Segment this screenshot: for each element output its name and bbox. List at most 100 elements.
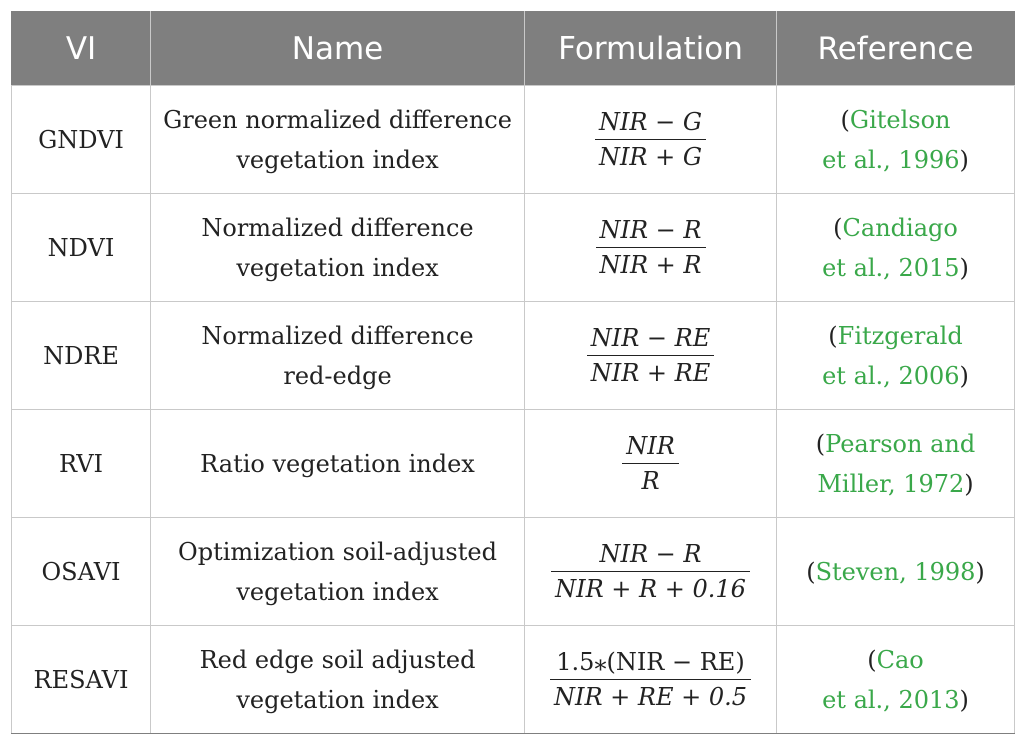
- name-line: vegetation index: [236, 685, 439, 714]
- formula-numerator: NIR − RE: [590, 324, 711, 352]
- table-row: NDVI Normalized difference vegetation in…: [11, 193, 1015, 302]
- reference-line: (Fitzgerald: [783, 316, 1008, 356]
- name-line: Ratio vegetation index: [200, 449, 475, 478]
- header-row: VI Name Formulation Reference: [11, 11, 1015, 86]
- name-cell: Ratio vegetation index: [150, 409, 525, 518]
- header-name: Name: [150, 11, 525, 86]
- name-line: Normalized difference: [201, 321, 474, 350]
- paren-close: ): [959, 145, 969, 174]
- reference-link[interactable]: Candiago: [842, 213, 958, 242]
- formula-fraction: NIR − R NIR + R: [595, 213, 706, 282]
- paren-open: (: [840, 105, 850, 134]
- reference-cell: (Pearson and Miller, 1972): [776, 409, 1015, 518]
- reference-cell: (Steven, 1998): [776, 517, 1015, 626]
- paren-open: (: [815, 429, 826, 458]
- reference-link[interactable]: Steven, 1998: [815, 557, 976, 586]
- table-row: OSAVI Optimization soil-adjusted vegetat…: [11, 517, 1015, 626]
- formula-numerator: NIR − R: [599, 216, 702, 244]
- name-line: Normalized difference: [201, 213, 474, 242]
- paren-close: ): [959, 361, 969, 390]
- name-line: vegetation index: [236, 577, 439, 606]
- formula-numerator: NIR: [626, 432, 675, 460]
- reference-link[interactable]: Pearson and: [825, 429, 976, 458]
- reference-cell: (Cao et al., 2013): [776, 625, 1015, 734]
- formula-denominator: NIR + R + 0.16: [551, 571, 750, 606]
- reference-line: et al., 2006): [783, 356, 1008, 396]
- reference-link[interactable]: et al., 2015: [822, 253, 960, 282]
- name-line: vegetation index: [236, 145, 439, 174]
- name-line: Green normalized difference: [163, 105, 512, 134]
- formula-numerator: NIR − R: [599, 540, 702, 568]
- name-line: vegetation index: [236, 253, 439, 282]
- vi-cell: NDRE: [11, 301, 151, 410]
- formula-numerator: 1.5⁎(NIR − RE): [556, 648, 745, 676]
- formula-fraction: NIR − G NIR + G: [594, 105, 707, 174]
- reference-link[interactable]: Fitzgerald: [837, 321, 963, 350]
- name-cell: Normalized difference vegetation index: [150, 193, 525, 302]
- reference-cell: (Candiago et al., 2015): [776, 193, 1015, 302]
- table-row: RVI Ratio vegetation index NIR R (Pearso…: [11, 409, 1015, 518]
- table-row: GNDVI Green normalized difference vegeta…: [11, 85, 1015, 194]
- formulation-cell: NIR − RE NIR + RE: [524, 301, 777, 410]
- name-line: red-edge: [283, 361, 392, 390]
- name-cell: Normalized difference red-edge: [150, 301, 525, 410]
- vi-cell: RVI: [11, 409, 151, 518]
- vi-cell: GNDVI: [11, 85, 151, 194]
- paren-close: ): [959, 253, 969, 282]
- vegetation-index-table: VI Name Formulation Reference GNDVI Gree…: [11, 11, 1015, 734]
- reference-link[interactable]: Miller, 1972: [817, 469, 965, 498]
- formulation-cell: 1.5⁎(NIR − RE) NIR + RE + 0.5: [524, 625, 777, 734]
- reference-link[interactable]: et al., 2006: [822, 361, 960, 390]
- reference-line: et al., 1996): [783, 140, 1008, 180]
- formulation-cell: NIR − G NIR + G: [524, 85, 777, 194]
- formula-fraction: NIR − R NIR + R + 0.16: [551, 537, 750, 606]
- reference-line: et al., 2015): [783, 248, 1008, 288]
- reference-link[interactable]: Cao: [876, 645, 924, 674]
- header-formulation: Formulation: [524, 11, 777, 86]
- paren-close: ): [964, 469, 974, 498]
- reference-line: (Gitelson: [783, 100, 1008, 140]
- name-line: Optimization soil-adjusted: [178, 537, 497, 566]
- formula-denominator: R: [622, 463, 679, 498]
- header-vi: VI: [11, 11, 151, 86]
- name-cell: Optimization soil-adjusted vegetation in…: [150, 517, 525, 626]
- reference-link[interactable]: et al., 1996: [822, 145, 960, 174]
- formulation-cell: NIR − R NIR + R + 0.16: [524, 517, 777, 626]
- name-line: Red edge soil adjusted: [199, 645, 476, 674]
- vi-cell: NDVI: [11, 193, 151, 302]
- reference-link[interactable]: Gitelson: [849, 105, 951, 134]
- reference-link[interactable]: et al., 2013: [822, 685, 960, 714]
- reference-line: (Pearson and: [783, 424, 1008, 464]
- reference-line: (Candiago: [783, 208, 1008, 248]
- paren-open: (: [806, 557, 816, 586]
- formula-fraction: NIR − RE NIR + RE: [586, 321, 715, 390]
- paren-close: ): [975, 557, 985, 586]
- reference-cell: (Gitelson et al., 1996): [776, 85, 1015, 194]
- vi-cell: OSAVI: [11, 517, 151, 626]
- table-row: RESAVI Red edge soil adjusted vegetation…: [11, 625, 1015, 734]
- table-body: GNDVI Green normalized difference vegeta…: [11, 85, 1015, 734]
- name-cell: Green normalized difference vegetation i…: [150, 85, 525, 194]
- formulation-cell: NIR − R NIR + R: [524, 193, 777, 302]
- paren-close: ): [959, 685, 969, 714]
- vi-cell: RESAVI: [11, 625, 151, 734]
- reference-line: (Cao: [783, 640, 1008, 680]
- name-cell: Red edge soil adjusted vegetation index: [150, 625, 525, 734]
- paren-open: (: [828, 321, 838, 350]
- formula-denominator: NIR + R: [595, 247, 706, 282]
- formula-denominator: NIR + RE + 0.5: [549, 679, 752, 714]
- formula-fraction: NIR R: [622, 429, 679, 498]
- reference-line: Miller, 1972): [783, 464, 1008, 504]
- paren-open: (: [867, 645, 877, 674]
- paren-open: (: [833, 213, 843, 242]
- reference-line: et al., 2013): [783, 680, 1008, 720]
- formula-denominator: NIR + RE: [586, 355, 715, 390]
- formulation-cell: NIR R: [524, 409, 777, 518]
- header-reference: Reference: [776, 11, 1015, 86]
- formula-fraction: 1.5⁎(NIR − RE) NIR + RE + 0.5: [549, 645, 752, 714]
- table-header: VI Name Formulation Reference: [11, 11, 1015, 86]
- reference-line: (Steven, 1998): [783, 552, 1008, 592]
- table-row: NDRE Normalized difference red-edge NIR …: [11, 301, 1015, 410]
- reference-cell: (Fitzgerald et al., 2006): [776, 301, 1015, 410]
- formula-denominator: NIR + G: [594, 139, 707, 174]
